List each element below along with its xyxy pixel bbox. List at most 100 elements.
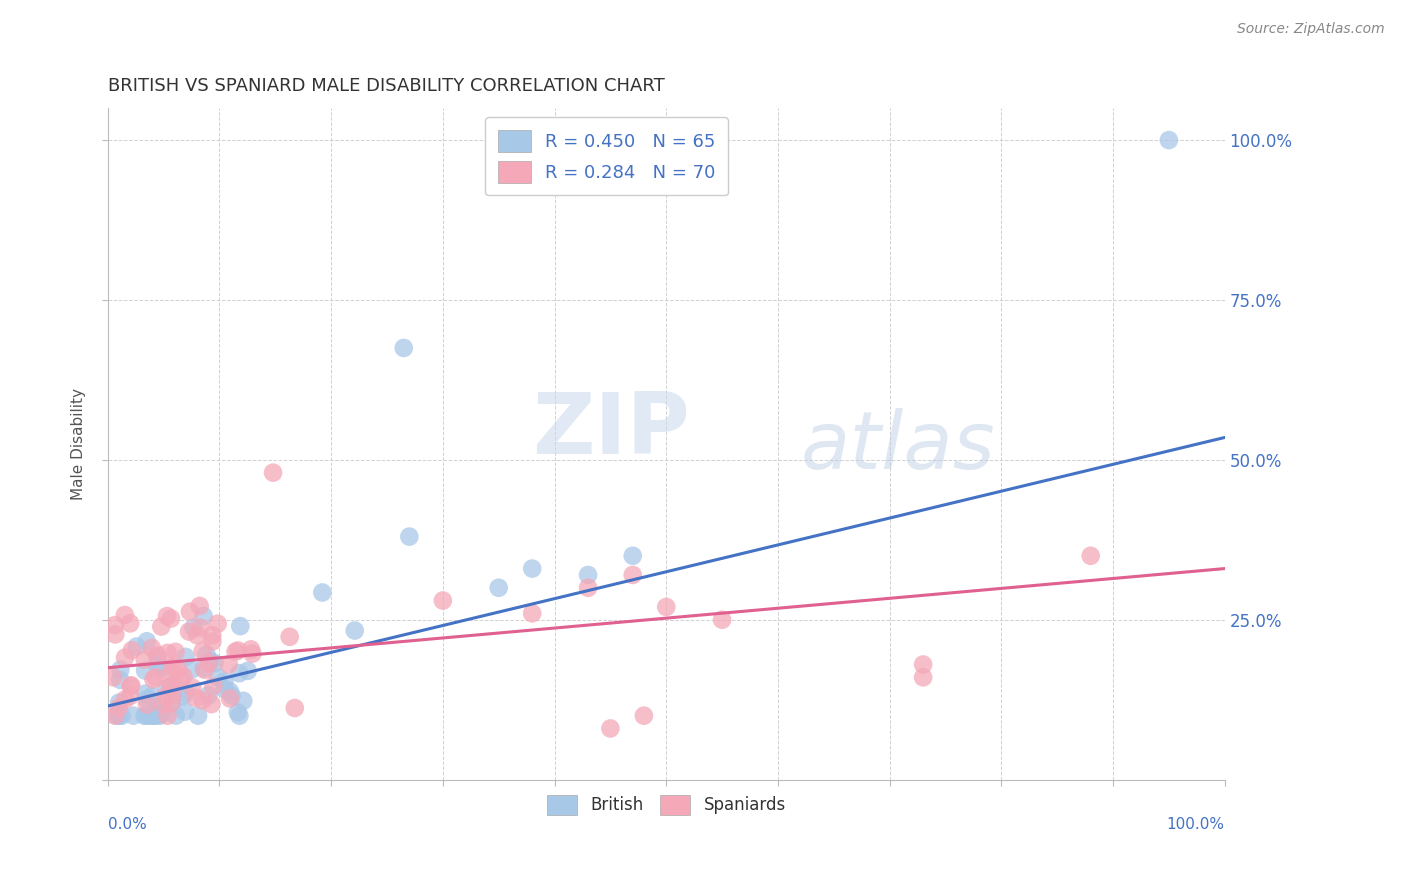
Point (214, 681, 236, 696)
Point (170, 673, 193, 687)
Point (179, 605, 201, 619)
Point (240, 642, 263, 657)
Point (172, 689, 194, 703)
Point (207, 670, 229, 684)
Point (242, 647, 264, 661)
Point (207, 616, 229, 631)
Point (134, 687, 156, 701)
Point (155, 690, 177, 704)
Point (146, 650, 169, 665)
Point (228, 708, 250, 723)
Point (159, 679, 181, 693)
Point (136, 692, 159, 706)
Point (278, 630, 301, 644)
Point (125, 640, 148, 654)
Point (655, 599, 678, 614)
Point (141, 640, 163, 655)
Point (311, 585, 333, 599)
Point (122, 708, 145, 723)
Point (104, 627, 127, 641)
Point (105, 708, 128, 723)
Point (167, 662, 190, 676)
Point (160, 611, 183, 625)
Point (201, 628, 224, 642)
Text: BRITISH VS SPANIARD MALE DISABILITY CORRELATION CHART: BRITISH VS SPANIARD MALE DISABILITY CORR… (108, 78, 665, 95)
Text: atlas: atlas (800, 409, 995, 486)
Point (146, 648, 169, 662)
Point (219, 691, 242, 706)
Point (104, 618, 127, 632)
Point (156, 708, 179, 723)
Point (398, 530, 420, 544)
Point (221, 689, 243, 703)
Point (197, 688, 219, 702)
Point (162, 660, 184, 674)
Point (108, 696, 131, 710)
Point (165, 708, 187, 723)
Legend: British, Spaniards: British, Spaniards (540, 788, 793, 822)
Point (108, 673, 131, 687)
Point (180, 663, 202, 677)
Point (621, 549, 644, 563)
Point (522, 607, 544, 621)
Point (152, 698, 174, 712)
Point (104, 708, 127, 723)
Point (204, 656, 226, 670)
Point (120, 679, 142, 693)
Point (633, 708, 655, 723)
Point (195, 648, 218, 662)
Point (108, 708, 131, 723)
Point (108, 700, 131, 714)
Point (214, 674, 236, 689)
Point (522, 561, 544, 575)
Point (262, 466, 284, 480)
Point (202, 679, 225, 693)
Point (101, 670, 124, 684)
Point (120, 689, 142, 703)
Point (184, 690, 207, 705)
Point (1080, 549, 1102, 563)
Point (162, 688, 184, 702)
Point (136, 698, 159, 712)
Point (181, 681, 204, 695)
Point (134, 652, 156, 666)
Point (150, 661, 173, 675)
Point (226, 705, 249, 719)
Point (187, 708, 209, 723)
Point (912, 657, 935, 672)
Point (160, 696, 183, 710)
Point (188, 621, 211, 635)
Point (173, 669, 195, 683)
Point (162, 677, 184, 691)
Point (198, 654, 221, 668)
Point (188, 599, 211, 613)
Point (392, 341, 415, 355)
Point (155, 681, 177, 695)
Point (156, 609, 179, 624)
Point (120, 678, 142, 692)
Point (111, 708, 134, 723)
Point (228, 666, 250, 681)
Point (149, 708, 172, 723)
Point (114, 650, 136, 665)
Point (576, 581, 599, 595)
Point (621, 568, 644, 582)
Point (229, 619, 252, 633)
Point (912, 670, 935, 684)
Point (160, 680, 183, 694)
Point (191, 644, 214, 658)
Point (193, 661, 215, 675)
Point (138, 708, 160, 723)
Point (120, 616, 142, 631)
Point (160, 665, 183, 680)
Point (201, 634, 224, 648)
Point (110, 663, 132, 677)
Point (200, 697, 222, 711)
Point (150, 619, 173, 633)
Point (134, 708, 156, 723)
Point (114, 692, 136, 706)
Point (488, 581, 510, 595)
Point (1157, 133, 1180, 147)
Point (711, 613, 734, 627)
Point (432, 593, 454, 607)
